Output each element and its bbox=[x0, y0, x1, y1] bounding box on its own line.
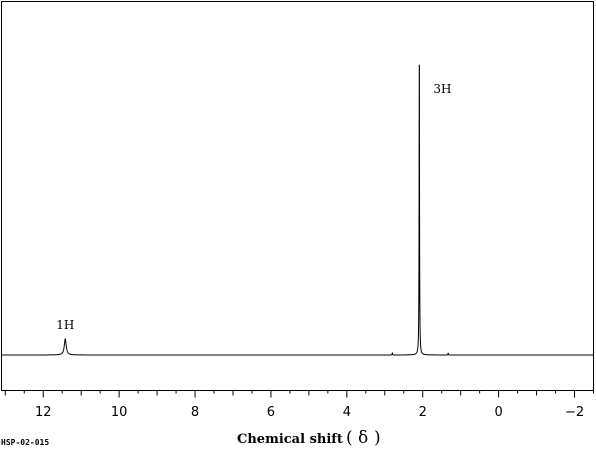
x-axis-title-open-paren: ( bbox=[346, 428, 353, 448]
x-tick-label: 8 bbox=[191, 405, 199, 420]
peak-integration-label: 1H bbox=[56, 318, 74, 332]
x-tick-label: 10 bbox=[111, 405, 128, 420]
x-axis-title-close-paren: ) bbox=[374, 428, 381, 448]
x-tick-label: 0 bbox=[494, 405, 502, 420]
plot-frame bbox=[1, 1, 594, 391]
x-tick-label: 6 bbox=[267, 405, 275, 420]
x-axis-title-symbol: δ bbox=[358, 428, 368, 448]
peak-labels: 1H 3H bbox=[56, 82, 451, 332]
spectrum-trace bbox=[1, 64, 594, 356]
x-axis-tick-labels: 12 10 8 6 4 2 0 −2 bbox=[35, 405, 584, 420]
x-axis-ticks bbox=[4, 390, 594, 398]
spectrum-id-code: HSP-02-015 bbox=[1, 438, 49, 447]
x-tick-label: 4 bbox=[343, 405, 351, 420]
peak-integration-label: 3H bbox=[433, 82, 451, 96]
x-tick-label: 12 bbox=[35, 405, 52, 420]
x-axis-title: Chemical shift bbox=[237, 432, 343, 447]
x-tick-label: 2 bbox=[419, 405, 427, 420]
x-tick-label: −2 bbox=[565, 405, 584, 420]
